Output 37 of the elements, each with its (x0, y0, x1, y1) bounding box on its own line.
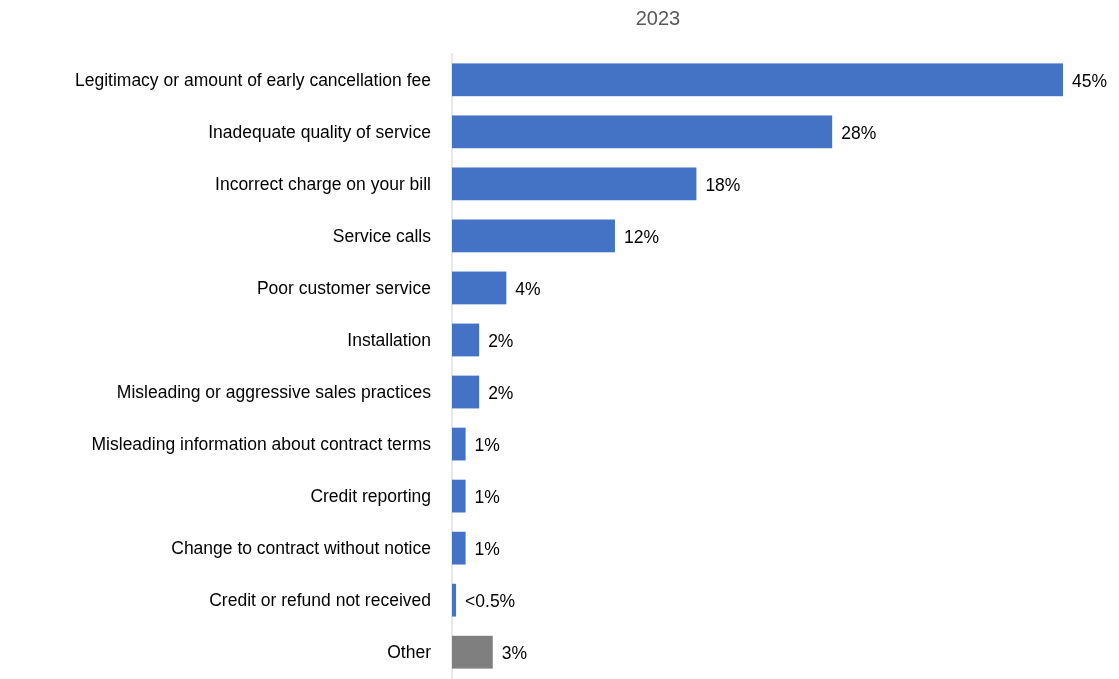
data-label: 3% (501, 643, 528, 664)
bar (452, 583, 457, 617)
data-label: 4% (515, 278, 541, 299)
y-tick-label: Misleading or aggressive sales practices (116, 382, 432, 403)
y-tick-label: Service calls (332, 225, 432, 246)
bar (452, 115, 833, 149)
data-label: <0.5% (465, 591, 516, 612)
y-tick-label: Credit reporting (310, 486, 431, 507)
y-tick-label: Misleading information about contract terms (91, 434, 432, 455)
chart-title: 2023 (635, 7, 681, 29)
bar (452, 219, 615, 253)
data-label: 12% (623, 226, 659, 247)
data-label: 28% (841, 122, 877, 143)
bar (452, 635, 493, 669)
y-tick-label: Change to contract without notice (171, 538, 431, 559)
bar (452, 531, 466, 565)
data-label: 1% (474, 539, 500, 560)
bar (452, 427, 466, 461)
bar (452, 271, 507, 305)
data-label: 2% (488, 383, 514, 404)
y-tick-label: Credit or refund not received (209, 590, 431, 611)
y-tick-label: Other (387, 642, 432, 663)
data-label: 1% (474, 435, 500, 456)
data-label: 1% (474, 487, 500, 508)
bar (452, 167, 697, 201)
bar (452, 63, 1063, 97)
y-tick-label: Incorrect charge on your bill (215, 173, 431, 194)
y-tick-label: Inadequate quality of service (208, 121, 431, 142)
data-label: 45% (1072, 70, 1108, 91)
y-tick-label: Poor customer service (256, 277, 431, 298)
data-label: 18% (705, 174, 741, 195)
y-tick-label: Legitimacy or amount of early cancellation fee (74, 69, 431, 90)
data-label: 2% (488, 330, 514, 351)
bar (452, 375, 480, 409)
y-tick-label: Installation (347, 329, 431, 350)
bar (452, 479, 466, 513)
bar (452, 323, 480, 357)
